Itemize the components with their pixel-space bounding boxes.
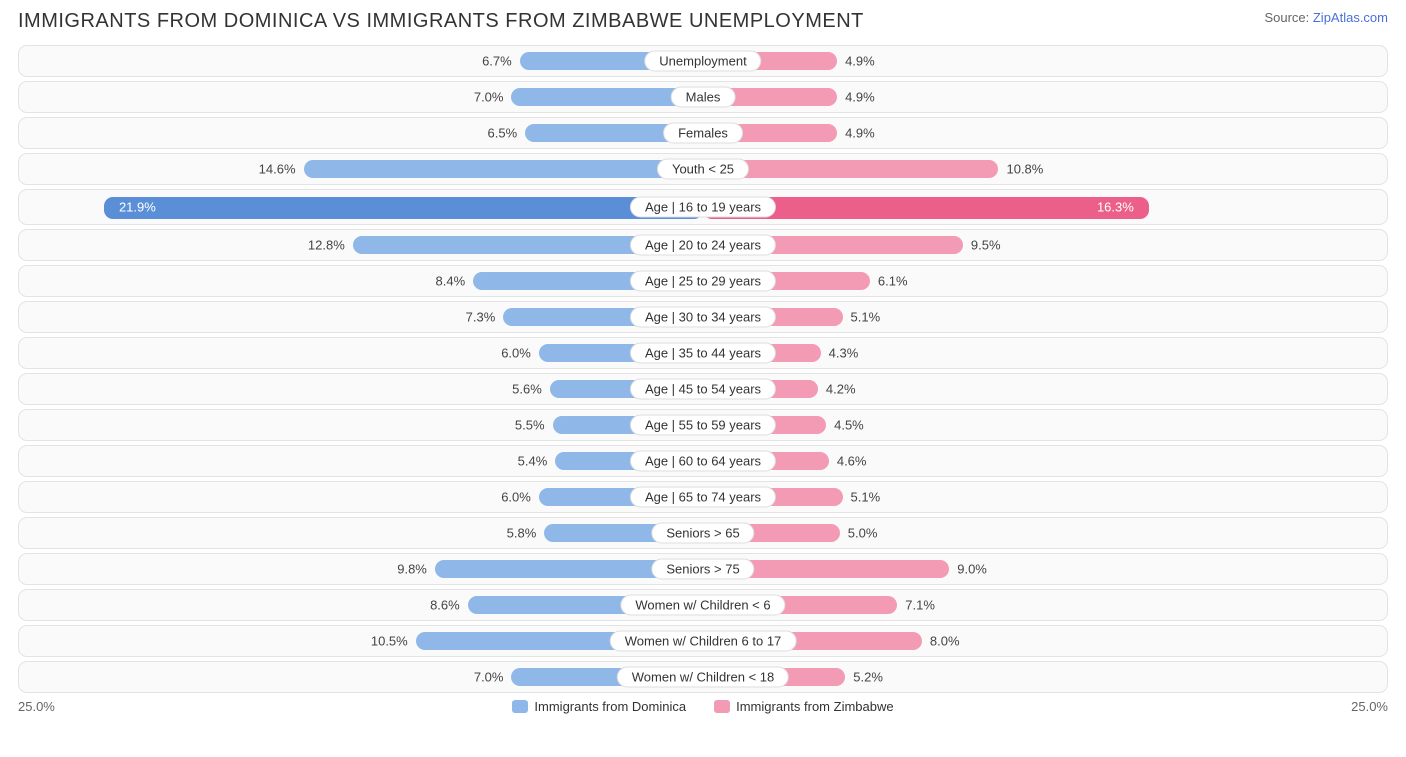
chart-row: 5.5% 4.5% Age | 55 to 59 years bbox=[18, 409, 1388, 441]
chart-row: 12.8% 9.5% Age | 20 to 24 years bbox=[18, 229, 1388, 261]
value-right: 4.9% bbox=[845, 90, 875, 105]
chart-row: 5.4% 4.6% Age | 60 to 64 years bbox=[18, 445, 1388, 477]
source-link[interactable]: ZipAtlas.com bbox=[1313, 10, 1388, 25]
value-left: 6.0% bbox=[501, 346, 531, 361]
category-label: Age | 65 to 74 years bbox=[630, 487, 776, 508]
chart-row: 6.0% 5.1% Age | 65 to 74 years bbox=[18, 481, 1388, 513]
swatch-icon bbox=[714, 700, 730, 713]
value-right: 5.0% bbox=[848, 526, 878, 541]
value-left: 5.6% bbox=[512, 382, 542, 397]
value-left: 21.9% bbox=[119, 200, 156, 215]
value-left: 5.8% bbox=[507, 526, 537, 541]
category-label: Age | 35 to 44 years bbox=[630, 343, 776, 364]
chart-row: 5.8% 5.0% Seniors > 65 bbox=[18, 517, 1388, 549]
category-label: Age | 45 to 54 years bbox=[630, 379, 776, 400]
chart-row: 7.0% 5.2% Women w/ Children < 18 bbox=[18, 661, 1388, 693]
chart-title: IMMIGRANTS FROM DOMINICA VS IMMIGRANTS F… bbox=[18, 10, 864, 33]
value-right: 4.6% bbox=[837, 454, 867, 469]
value-left: 5.4% bbox=[518, 454, 548, 469]
bar-left bbox=[304, 160, 703, 178]
chart-row: 6.0% 4.3% Age | 35 to 44 years bbox=[18, 337, 1388, 369]
chart-row: 14.6% 10.8% Youth < 25 bbox=[18, 153, 1388, 185]
chart-row: 6.7% 4.9% Unemployment bbox=[18, 45, 1388, 77]
category-label: Women w/ Children 6 to 17 bbox=[610, 631, 797, 652]
legend-item-right: Immigrants from Zimbabwe bbox=[714, 699, 893, 714]
value-right: 4.3% bbox=[829, 346, 859, 361]
value-right: 4.2% bbox=[826, 382, 856, 397]
value-right: 9.0% bbox=[957, 562, 987, 577]
chart-header: IMMIGRANTS FROM DOMINICA VS IMMIGRANTS F… bbox=[18, 10, 1388, 33]
value-right: 5.2% bbox=[853, 670, 883, 685]
chart-row: 7.0% 4.9% Males bbox=[18, 81, 1388, 113]
chart-row: 21.9% 16.3% Age | 16 to 19 years bbox=[18, 189, 1388, 225]
value-left: 14.6% bbox=[259, 162, 296, 177]
legend-label-left: Immigrants from Dominica bbox=[534, 699, 686, 714]
value-right: 8.0% bbox=[930, 634, 960, 649]
chart-row: 9.8% 9.0% Seniors > 75 bbox=[18, 553, 1388, 585]
swatch-icon bbox=[512, 700, 528, 713]
bar-left bbox=[104, 197, 703, 219]
source-prefix: Source: bbox=[1264, 10, 1312, 25]
value-left: 7.0% bbox=[474, 90, 504, 105]
chart-row: 5.6% 4.2% Age | 45 to 54 years bbox=[18, 373, 1388, 405]
category-label: Age | 16 to 19 years bbox=[630, 197, 776, 218]
value-left: 6.0% bbox=[501, 490, 531, 505]
legend-item-left: Immigrants from Dominica bbox=[512, 699, 686, 714]
category-label: Age | 25 to 29 years bbox=[630, 271, 776, 292]
legend: Immigrants from Dominica Immigrants from… bbox=[512, 699, 893, 714]
value-left: 9.8% bbox=[397, 562, 427, 577]
chart-row: 7.3% 5.1% Age | 30 to 34 years bbox=[18, 301, 1388, 333]
category-label: Females bbox=[663, 123, 743, 144]
value-left: 7.0% bbox=[474, 670, 504, 685]
value-right: 10.8% bbox=[1006, 162, 1043, 177]
category-label: Unemployment bbox=[644, 51, 761, 72]
value-left: 10.5% bbox=[371, 634, 408, 649]
value-right: 6.1% bbox=[878, 274, 908, 289]
value-right: 7.1% bbox=[905, 598, 935, 613]
category-label: Males bbox=[671, 87, 736, 108]
legend-label-right: Immigrants from Zimbabwe bbox=[736, 699, 893, 714]
chart-row: 6.5% 4.9% Females bbox=[18, 117, 1388, 149]
chart-footer: 25.0% Immigrants from Dominica Immigrant… bbox=[18, 699, 1388, 714]
category-label: Seniors > 65 bbox=[651, 523, 754, 544]
chart-row: 10.5% 8.0% Women w/ Children 6 to 17 bbox=[18, 625, 1388, 657]
value-right: 16.3% bbox=[1097, 200, 1134, 215]
chart-row: 8.6% 7.1% Women w/ Children < 6 bbox=[18, 589, 1388, 621]
category-label: Age | 55 to 59 years bbox=[630, 415, 776, 436]
category-label: Women w/ Children < 6 bbox=[620, 595, 785, 616]
value-left: 6.7% bbox=[482, 54, 512, 69]
value-left: 6.5% bbox=[488, 126, 518, 141]
value-right: 5.1% bbox=[851, 490, 881, 505]
axis-max-right: 25.0% bbox=[1351, 699, 1388, 714]
value-left: 7.3% bbox=[466, 310, 496, 325]
value-right: 4.9% bbox=[845, 126, 875, 141]
value-right: 4.5% bbox=[834, 418, 864, 433]
category-label: Age | 20 to 24 years bbox=[630, 235, 776, 256]
value-left: 8.6% bbox=[430, 598, 460, 613]
axis-max-left: 25.0% bbox=[18, 699, 55, 714]
diverging-bar-chart: 6.7% 4.9% Unemployment 7.0% 4.9% Males 6.5% 4.9… bbox=[18, 45, 1388, 693]
value-left: 5.5% bbox=[515, 418, 545, 433]
category-label: Age | 60 to 64 years bbox=[630, 451, 776, 472]
value-right: 4.9% bbox=[845, 54, 875, 69]
value-left: 8.4% bbox=[436, 274, 466, 289]
chart-row: 8.4% 6.1% Age | 25 to 29 years bbox=[18, 265, 1388, 297]
category-label: Youth < 25 bbox=[657, 159, 749, 180]
category-label: Women w/ Children < 18 bbox=[617, 667, 789, 688]
source-attribution: Source: ZipAtlas.com bbox=[1264, 10, 1388, 25]
value-left: 12.8% bbox=[308, 238, 345, 253]
category-label: Seniors > 75 bbox=[651, 559, 754, 580]
value-right: 9.5% bbox=[971, 238, 1001, 253]
value-right: 5.1% bbox=[851, 310, 881, 325]
category-label: Age | 30 to 34 years bbox=[630, 307, 776, 328]
